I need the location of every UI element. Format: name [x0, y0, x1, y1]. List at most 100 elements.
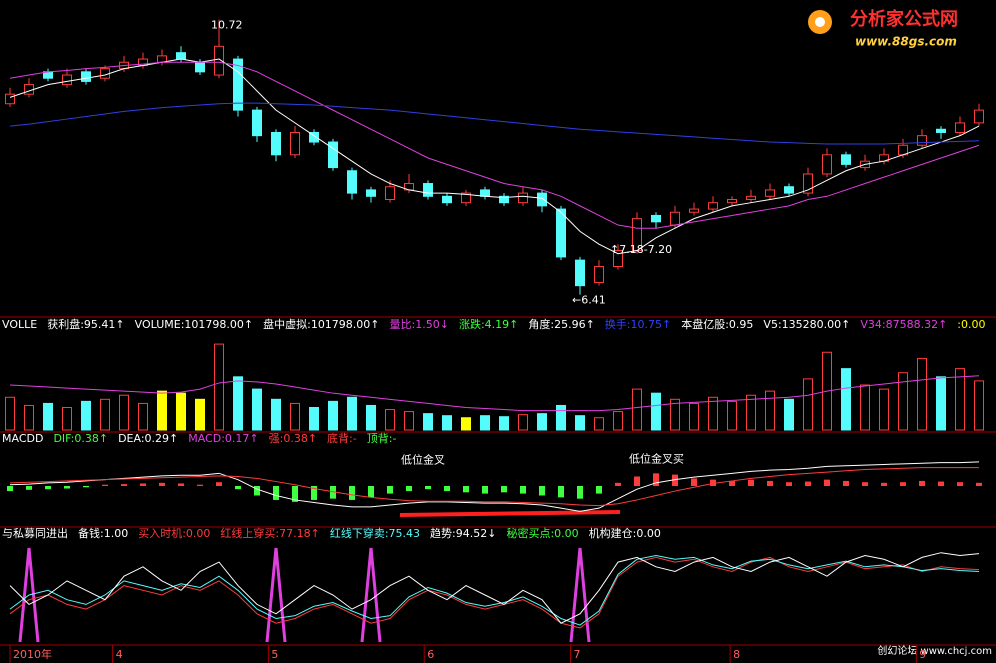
volume-bar	[271, 398, 281, 431]
macd-bar	[121, 484, 127, 486]
macd-bar	[406, 486, 412, 492]
indicator-line	[9, 61, 980, 229]
indicator-label: 买入时机:0.00	[138, 526, 210, 540]
indicator-label: 盘中虚拟:101798.00↑	[263, 317, 379, 331]
macd-bar	[216, 482, 222, 486]
macd-bar	[653, 473, 659, 486]
volume-bar	[385, 409, 395, 431]
candle-body	[385, 186, 395, 200]
volume-bar	[575, 415, 585, 431]
indicator-label: 强:0.38↑	[269, 432, 317, 445]
candle-body	[689, 208, 699, 213]
volume-bar	[651, 392, 661, 431]
volume-bar	[5, 396, 15, 431]
macd-bar	[729, 480, 735, 486]
candle-body	[746, 195, 756, 200]
macd-bar	[7, 486, 13, 492]
macd-bar	[235, 486, 241, 490]
candle-body	[575, 259, 585, 287]
volume-bar	[404, 411, 414, 431]
macd-bar	[83, 486, 89, 488]
indicator-line	[9, 58, 980, 255]
volume-bar	[670, 398, 680, 431]
macd-bar	[577, 486, 583, 499]
macd-bar	[615, 482, 621, 486]
annotation: 10.72	[211, 18, 243, 31]
volume-bar	[119, 394, 129, 431]
macd-bar	[45, 486, 51, 490]
plot-layer: 2010年 4 5 6 7 8 9 10.72 ↑7.18-7.20 ←6.41 VOLLE 获利盘:…	[2, 18, 996, 663]
volume-bar	[803, 378, 813, 431]
macd-bar	[64, 486, 70, 489]
volume-bar	[537, 413, 547, 431]
volume-bar	[24, 404, 34, 431]
candle-body	[328, 141, 338, 169]
candle-body	[442, 195, 452, 204]
volume-bar	[309, 407, 319, 431]
macd-bar	[824, 479, 830, 486]
volume-bar	[632, 388, 642, 431]
macd-bar	[178, 483, 184, 486]
candle-body	[518, 192, 528, 204]
volume-bar	[480, 415, 490, 431]
indicator-label: VOLLE	[2, 318, 37, 331]
candle-body	[917, 135, 927, 146]
candle-body	[974, 109, 984, 124]
macd-bar	[862, 482, 868, 486]
macd-bar	[881, 482, 887, 486]
volume-bar	[917, 357, 927, 431]
candle-body	[195, 61, 205, 73]
indicator-label: 趋势:94.52↓	[430, 527, 496, 540]
volume-bar	[195, 398, 205, 431]
macd-bar	[159, 482, 165, 486]
candle-body	[480, 189, 490, 197]
macd-bar	[938, 481, 944, 486]
indicator-label: VOLUME:101798.00↑	[135, 318, 253, 331]
logo-icon-center	[815, 17, 825, 27]
volume-bar	[594, 417, 604, 431]
volume-bar	[556, 404, 566, 431]
volume-bar	[518, 414, 528, 431]
candle-body	[366, 189, 376, 197]
indicator-line	[9, 467, 979, 507]
indicator-label: V5:135280.00↑	[763, 318, 850, 331]
x-tick-label: 5	[271, 648, 278, 661]
macd-bar	[501, 486, 507, 493]
volume-bar	[841, 368, 851, 431]
volume-bar	[347, 396, 357, 431]
macd-bar	[672, 474, 678, 486]
candle-body	[594, 266, 604, 283]
macd-bar	[786, 482, 792, 486]
macd-bar	[387, 486, 393, 494]
candle-body	[613, 250, 623, 268]
candle-body	[309, 131, 319, 143]
volume-bar	[157, 390, 167, 431]
macd-bar	[102, 484, 108, 486]
volume-bar	[252, 388, 262, 431]
volume-bar	[784, 398, 794, 431]
indicator-label: MACD:0.17↑	[188, 432, 258, 445]
volume-bar	[499, 416, 509, 431]
annotation: ↑7.18-7.20	[610, 243, 672, 256]
candle-body	[727, 198, 737, 204]
indicator-label: DIF:0.38↑	[53, 432, 108, 445]
indicator-label: 量比:1.50↓	[390, 318, 449, 331]
indicator-label: MACDD	[2, 432, 43, 445]
volume-bar	[43, 402, 53, 431]
x-tick-label: 9	[919, 648, 926, 661]
volume-bar	[974, 380, 984, 431]
indicator-label: 机构建仓:0.00	[589, 526, 661, 540]
macd-bar	[368, 486, 374, 498]
candle-body	[651, 214, 661, 223]
indicator-label: V34:87588.32↑	[860, 318, 947, 331]
indicator-label: :0.00	[957, 318, 985, 331]
macd-bar	[482, 486, 488, 494]
macd-bar	[748, 479, 754, 486]
candle-body	[176, 52, 186, 60]
x-tick-label: 7	[574, 648, 581, 661]
volume-bar	[423, 413, 433, 431]
candle-body	[955, 122, 965, 133]
volume-bar	[955, 368, 965, 431]
